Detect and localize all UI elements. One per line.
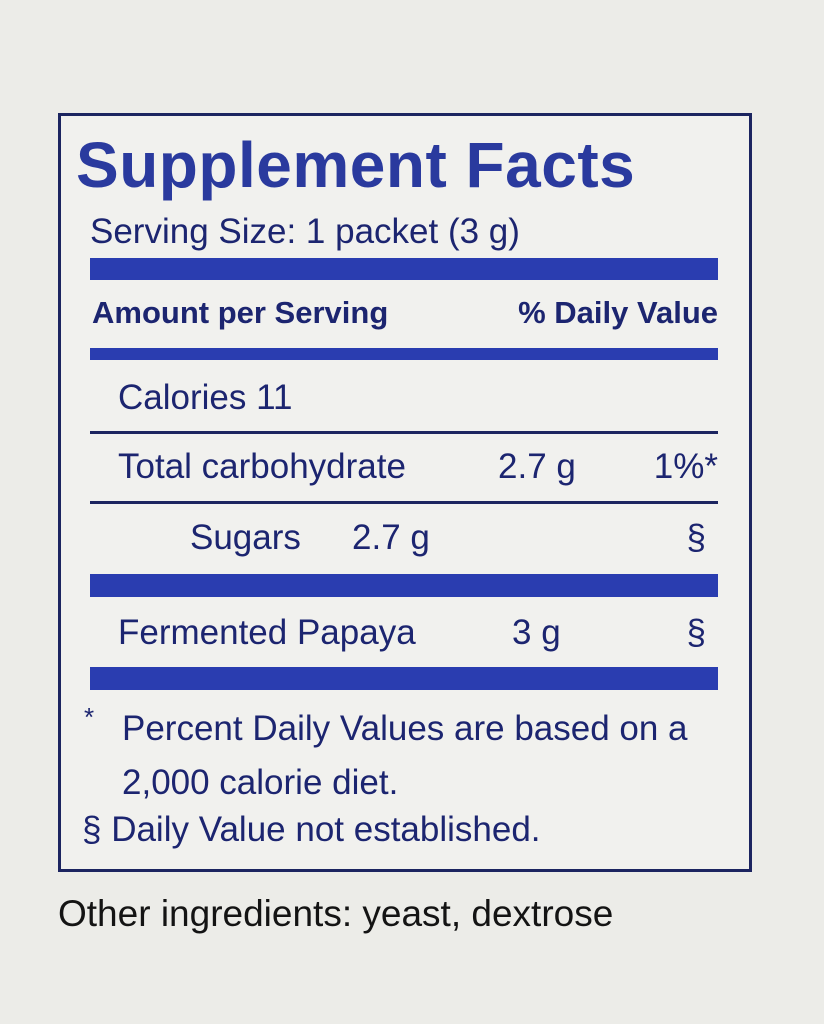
divider-bar [90,258,718,280]
footnote: § Daily Value not established. [82,810,541,849]
divider-bar [90,574,718,597]
row-amount: 2.7 g [498,447,576,486]
row-amount: 2.7 g [352,518,430,557]
footnote: Percent Daily Values are based on a 2,00… [122,709,688,802]
divider-bar [90,348,718,360]
row-name: Sugars [190,518,301,557]
row-daily-value: 1%* [653,447,718,486]
title: Supplement Facts [76,129,636,201]
header-amount: Amount per Serving [92,295,389,330]
row-name: Fermented Papaya [118,613,416,652]
row-daily-value: § [686,613,706,652]
facts-panel [58,113,752,872]
row-daily-value: § [686,518,706,557]
divider-rule [90,501,718,504]
row-amount: 3 g [512,613,561,652]
divider-rule [90,431,718,434]
other-ingredients: Other ingredients: yeast, dextrose [58,893,614,934]
row-name: Total carbohydrate [118,447,406,486]
calories: Calories 11 [118,378,293,417]
divider-bar [90,667,718,690]
serving-size: Serving Size: 1 packet (3 g) [90,212,520,251]
header-daily-value: % Daily Value [518,295,718,330]
footnote-marker: * [84,702,95,732]
